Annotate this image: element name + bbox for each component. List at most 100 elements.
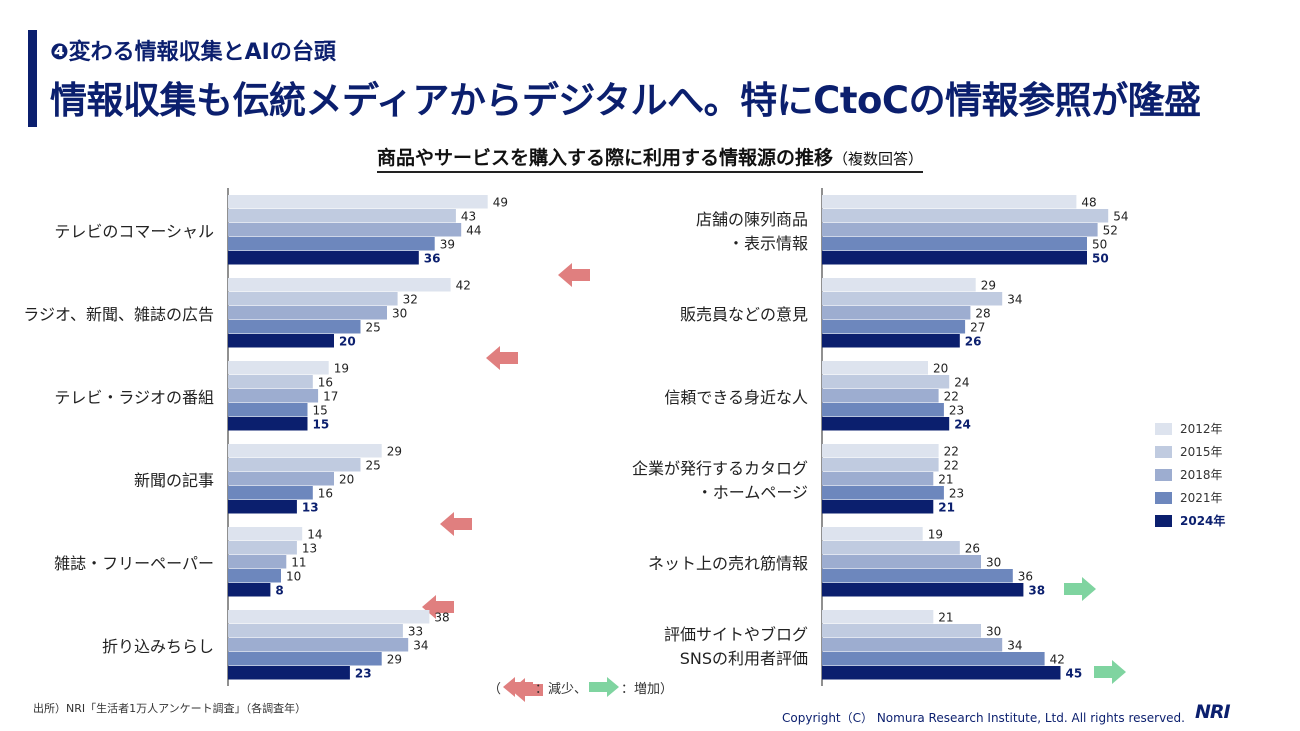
bar-0-3-0	[228, 444, 382, 458]
data-label: 22	[944, 390, 959, 404]
category-label: 新聞の記事	[134, 471, 214, 490]
bar-1-4-1	[822, 541, 960, 555]
legend-item-2012: 2012年	[1155, 417, 1225, 440]
category-label: 雑誌・フリーペーパー	[54, 554, 214, 573]
decrease-arrow-icon	[503, 677, 534, 697]
bar-1-2-0	[822, 361, 928, 375]
bar-1-2-3	[822, 403, 944, 417]
bar-1-1-2	[822, 306, 971, 320]
nri-logo: NRI	[1195, 701, 1231, 723]
bar-1-0-2	[822, 223, 1098, 237]
bar-1-0-4	[822, 251, 1087, 265]
bar-0-0-1	[228, 209, 456, 223]
data-label: 13	[302, 501, 319, 515]
data-label: 32	[403, 293, 418, 307]
legend-label: 2018年	[1180, 468, 1223, 482]
bar-0-0-3	[228, 237, 435, 251]
arrow-legend: （ ：減少、 ：増加）	[488, 676, 673, 698]
data-label: 44	[466, 224, 481, 238]
legend-label: 2012年	[1180, 422, 1223, 436]
legend-item-2021: 2021年	[1155, 486, 1225, 509]
data-label: 26	[965, 335, 982, 349]
data-label: 8	[275, 584, 283, 598]
legend-item-2015: 2015年	[1155, 440, 1225, 463]
category-label: ラジオ、新聞、雑誌の広告	[23, 305, 214, 324]
data-label: 13	[302, 542, 317, 556]
bar-0-1-3	[228, 320, 361, 334]
bar-1-1-3	[822, 320, 966, 334]
decrease-arrow-icon	[422, 595, 454, 619]
data-label: 22	[944, 459, 959, 473]
legend-label: 2015年	[1180, 445, 1223, 459]
decrease-arrow-icon	[486, 346, 518, 370]
bar-0-0-2	[228, 223, 462, 237]
data-label: 30	[392, 307, 407, 321]
bar-1-5-2	[822, 638, 1003, 652]
data-label: 25	[366, 321, 381, 335]
bar-1-4-4	[822, 583, 1024, 597]
data-label: 16	[318, 487, 333, 501]
data-label: 21	[938, 501, 955, 515]
bar-1-2-1	[822, 375, 950, 389]
section-subtitle: ❹変わる情報収集とAIの台頭	[50, 40, 336, 65]
legend-item-2018: 2018年	[1155, 463, 1225, 486]
data-label: 34	[1007, 293, 1022, 307]
bar-0-5-3	[228, 652, 382, 666]
data-label: 23	[949, 404, 964, 418]
data-label: 38	[1028, 584, 1045, 598]
bar-0-5-2	[228, 638, 409, 652]
increase-arrow-icon	[589, 677, 620, 697]
bar-0-4-0	[228, 527, 303, 541]
data-label: 10	[286, 570, 301, 584]
data-label: 21	[938, 611, 953, 625]
bar-0-1-0	[228, 278, 451, 292]
data-label: 24	[954, 418, 971, 432]
category-label: ネット上の売れ筋情報	[648, 554, 808, 573]
bar-1-0-1	[822, 209, 1109, 223]
data-label: 23	[355, 667, 372, 681]
data-label: 22	[944, 445, 959, 459]
bar-0-2-2	[228, 389, 319, 403]
decrease-arrow-icon	[558, 263, 590, 287]
category-label: 折り込みちらし	[102, 637, 214, 656]
data-label: 21	[938, 473, 953, 487]
data-label: 36	[424, 252, 441, 266]
bar-0-3-4	[228, 500, 297, 514]
data-label: 23	[949, 487, 964, 501]
data-label: 29	[981, 279, 996, 293]
bar-0-1-1	[228, 292, 398, 306]
data-label: 49	[493, 196, 508, 210]
bar-1-2-2	[822, 389, 939, 403]
data-label: 30	[986, 556, 1001, 570]
data-label: 15	[313, 418, 330, 432]
bar-0-5-0	[228, 610, 430, 624]
bar-1-4-0	[822, 527, 923, 541]
bar-1-5-0	[822, 610, 934, 624]
chart-title-wrap: 商品やサービスを購入する際に利用する情報源の推移（複数回答）	[0, 143, 1300, 173]
bar-0-4-3	[228, 569, 281, 583]
bar-0-0-0	[228, 195, 488, 209]
data-label: 16	[318, 376, 333, 390]
chart-title-note: （複数回答）	[833, 150, 924, 168]
data-label: 38	[434, 611, 449, 625]
category-label: テレビ・ラジオの番組	[54, 388, 214, 407]
bar-1-1-4	[822, 334, 960, 348]
data-label: 29	[387, 653, 402, 667]
bar-0-4-1	[228, 541, 297, 555]
legend-swatch	[1155, 491, 1172, 504]
increase-arrow-icon	[1094, 660, 1126, 684]
bar-1-1-1	[822, 292, 1003, 306]
bar-0-0-4	[228, 251, 419, 265]
data-label: 15	[313, 404, 328, 418]
legend-swatch	[1155, 445, 1172, 458]
category-label: 販売員などの意見	[680, 305, 808, 324]
arrow-legend-open: （	[488, 681, 502, 697]
bar-0-5-1	[228, 624, 403, 638]
data-label: 43	[461, 210, 476, 224]
category-label: テレビのコマーシャル	[54, 222, 214, 241]
data-label: 39	[440, 238, 455, 252]
bar-1-4-3	[822, 569, 1013, 583]
data-label: 26	[965, 542, 980, 556]
bar-1-4-2	[822, 555, 981, 569]
category-label: 企業が発行するカタログ	[632, 459, 808, 478]
